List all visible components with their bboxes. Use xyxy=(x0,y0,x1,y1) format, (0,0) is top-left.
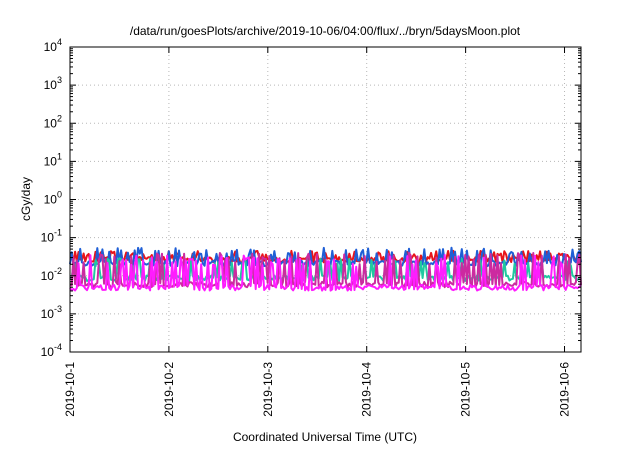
series-layer xyxy=(69,246,582,292)
y-tick-label: 10-3 xyxy=(41,304,62,321)
x-tick-label: 2019-10-6 xyxy=(558,362,572,417)
y-tick-label: 10-2 xyxy=(41,266,62,283)
y-tick-label: 104 xyxy=(44,37,62,54)
y-axis: 10-4 10-3 10-2 10-1 100 101 102 103 104 xyxy=(41,37,581,359)
x-tick-label: 2019-10-2 xyxy=(162,362,176,417)
x-tick-label: 2019-10-4 xyxy=(360,362,374,417)
grid xyxy=(70,47,581,352)
x-tick-label: 2019-10-1 xyxy=(63,362,77,417)
y-tick-label: 101 xyxy=(44,151,62,168)
y-tick-label: 102 xyxy=(44,113,62,130)
x-tick-label: 2019-10-5 xyxy=(459,362,473,417)
x-axis-label: Coordinated Universal Time (UTC) xyxy=(233,430,417,444)
y-tick-label: 100 xyxy=(44,190,62,207)
y-tick-label: 10-1 xyxy=(41,228,62,245)
y-axis-label: cGy/day xyxy=(19,177,33,221)
chart-title: /data/run/goesPlots/archive/2019-10-06/0… xyxy=(130,24,521,38)
y-tick-label: 103 xyxy=(44,75,62,92)
x-tick-label: 2019-10-3 xyxy=(261,362,275,417)
y-tick-label: 10-4 xyxy=(41,342,62,359)
series-line-5 xyxy=(69,254,582,292)
x-axis: 2019-10-1 2019-10-2 2019-10-3 2019-10-4 2019… xyxy=(63,47,572,417)
